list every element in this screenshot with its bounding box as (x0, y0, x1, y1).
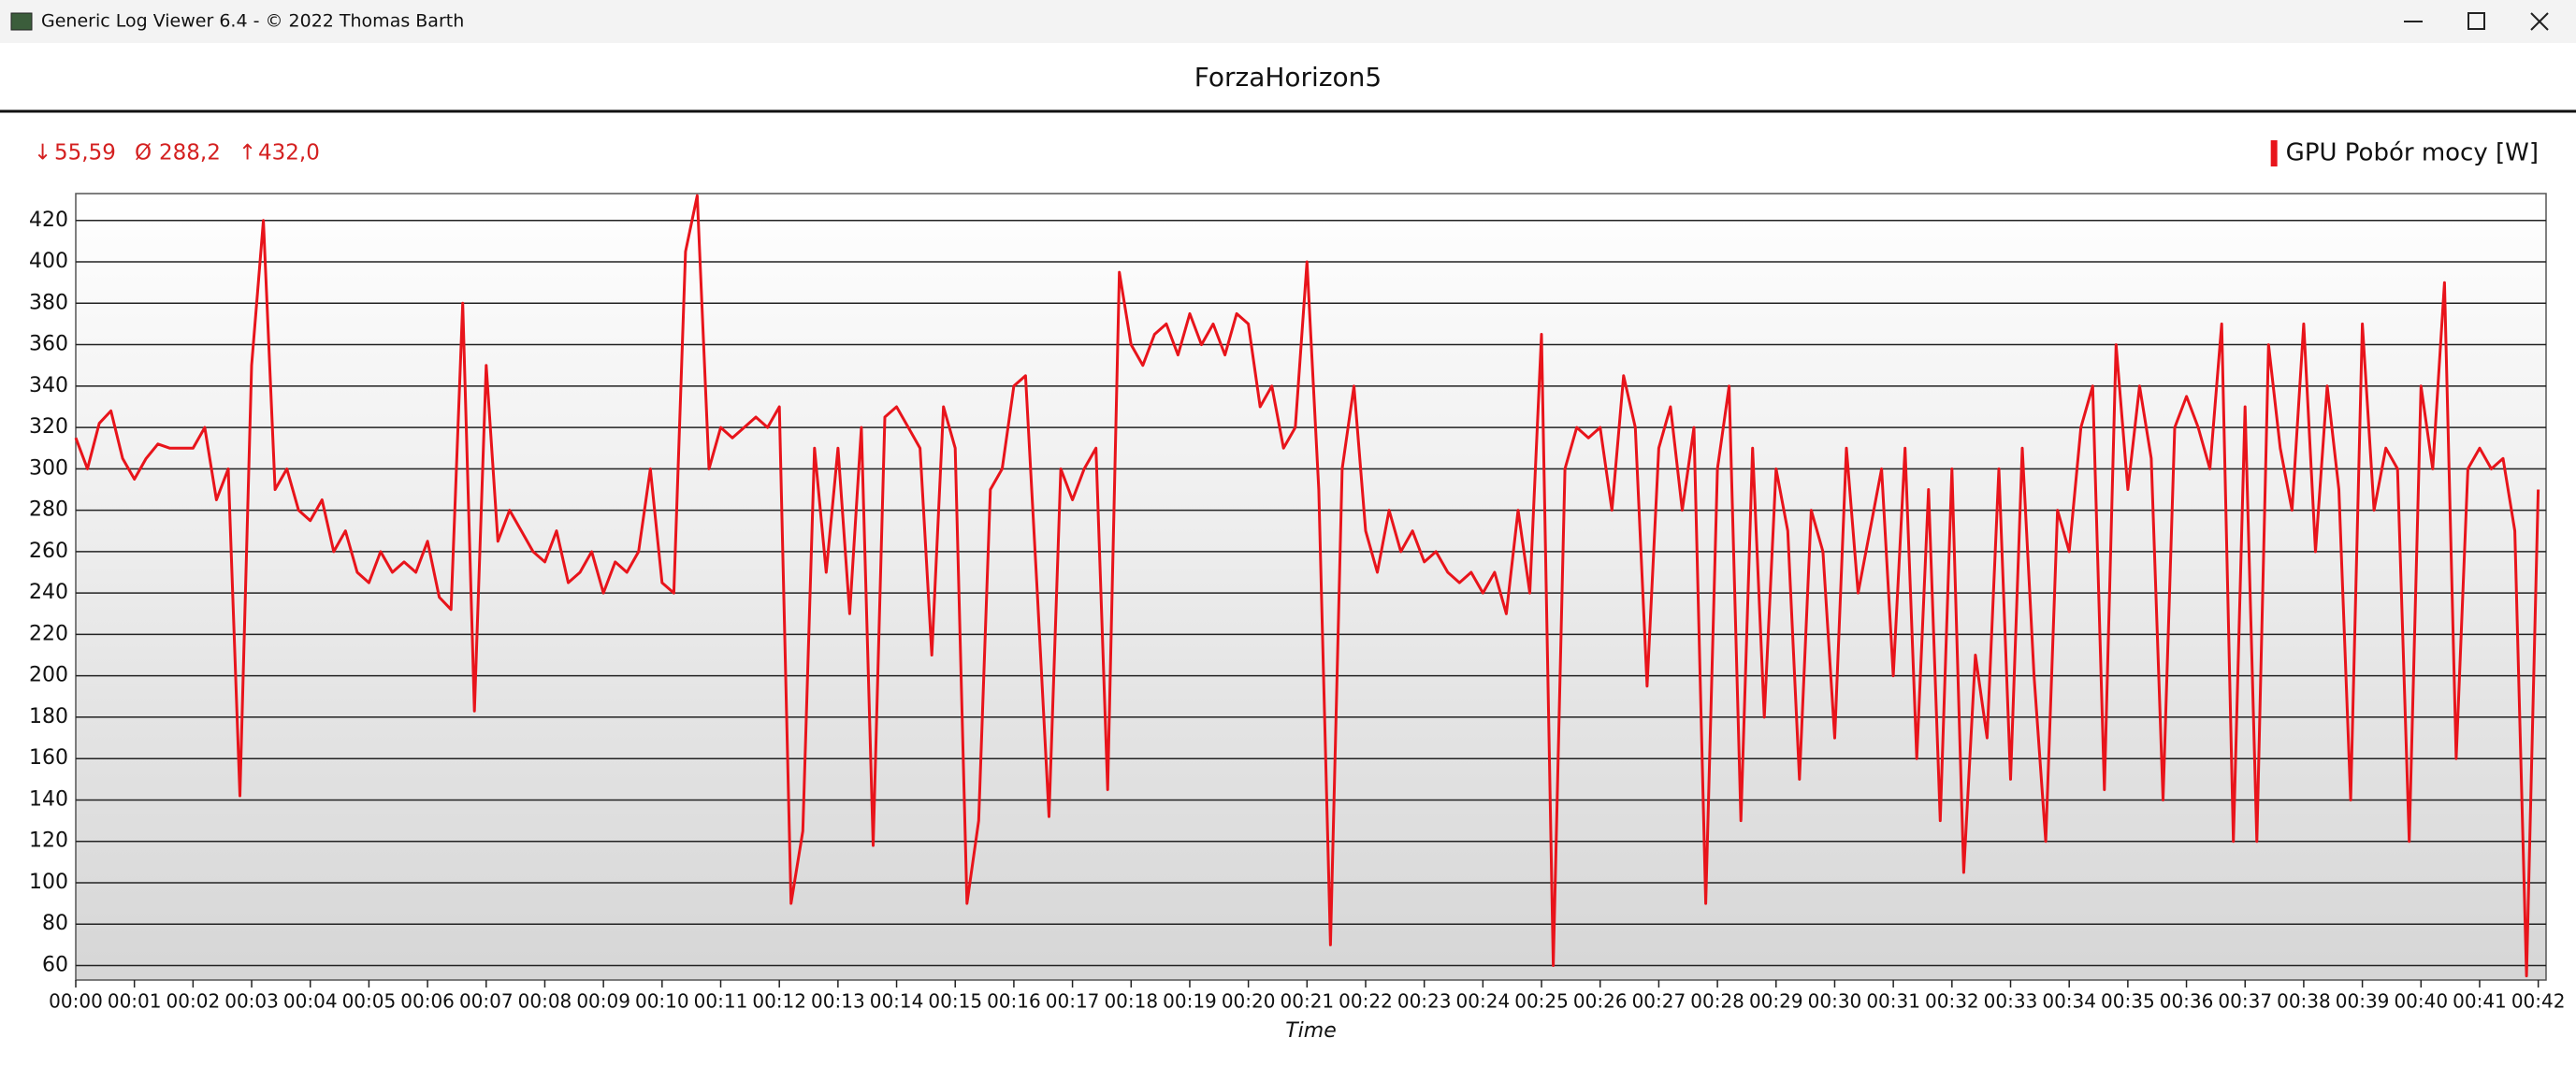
x-tick-label: 00:12 (752, 990, 806, 1013)
x-tick-label: 00:18 (1104, 990, 1158, 1013)
x-tick-label: 00:17 (1046, 990, 1100, 1013)
x-tick-label: 00:22 (1339, 990, 1393, 1013)
stat-symbol: ↑ (239, 141, 256, 166)
x-tick-label: 00:19 (1163, 990, 1217, 1013)
x-tick-label: 00:42 (2511, 990, 2566, 1013)
y-tick-label: 260 (29, 540, 68, 563)
x-tick-label: 00:38 (2277, 990, 2331, 1013)
title-bar (0, 0, 2576, 43)
y-tick-label: 80 (42, 912, 68, 935)
stat-value: 288,2 (159, 141, 221, 166)
y-tick-label: 320 (29, 415, 68, 439)
x-tick-label: 00:36 (2160, 990, 2214, 1013)
stat-value: 432,0 (258, 141, 320, 166)
x-tick-label: 00:31 (1866, 990, 1920, 1013)
x-tick-label: 00:14 (870, 990, 924, 1013)
x-tick-label: 00:29 (1749, 990, 1803, 1013)
y-tick-label: 120 (29, 829, 68, 853)
x-tick-label: 00:06 (400, 990, 455, 1013)
stat-symbol: Ø (135, 141, 152, 166)
x-tick-label: 00:08 (518, 990, 572, 1013)
close-button[interactable] (2530, 12, 2549, 31)
x-tick-label: 00:10 (635, 990, 689, 1013)
y-tick-label: 180 (29, 705, 68, 728)
x-tick-label: 00:24 (1456, 990, 1511, 1013)
x-tick-label: 00:23 (1397, 990, 1452, 1013)
x-tick-label: 00:21 (1281, 990, 1335, 1013)
y-tick-label: 220 (29, 622, 68, 645)
y-tick-label: 300 (29, 456, 68, 480)
x-tick-label: 00:35 (2101, 990, 2155, 1013)
y-tick-label: 340 (29, 374, 68, 397)
y-tick-label: 140 (29, 787, 68, 811)
x-tick-label: 00:26 (1573, 990, 1628, 1013)
x-tick-label: 00:05 (342, 990, 397, 1013)
x-tick-label: 00:27 (1632, 990, 1686, 1013)
y-tick-label: 160 (29, 746, 68, 770)
x-tick-label: 00:03 (224, 990, 279, 1013)
x-tick-label: 00:00 (49, 990, 103, 1013)
stat-value: 55,59 (54, 141, 116, 166)
x-tick-label: 00:41 (2453, 990, 2507, 1013)
x-tick-label: 00:34 (2042, 990, 2096, 1013)
y-tick-label: 240 (29, 581, 68, 604)
window-title: Generic Log Viewer 6.4 - © 2022 Thomas B… (41, 11, 464, 32)
stats: ↓ 55,59 Ø 288,2 ↑ 432,0 (34, 141, 320, 166)
x-tick-label: 00:28 (1690, 990, 1744, 1013)
x-tick-label: 00:04 (283, 990, 338, 1013)
y-tick-label: 380 (29, 291, 68, 314)
maximize-button[interactable] (2467, 12, 2485, 30)
y-tick-label: 200 (29, 664, 68, 687)
x-tick-label: 00:11 (694, 990, 748, 1013)
legend-swatch (2270, 140, 2278, 166)
x-axis-label: Time (1285, 1019, 1337, 1043)
x-tick-label: 00:40 (2394, 990, 2448, 1013)
x-tick-label: 00:25 (1514, 990, 1569, 1013)
y-tick-label: 280 (29, 498, 68, 522)
y-tick-label: 400 (29, 250, 68, 273)
x-tick-label: 00:32 (1925, 990, 1979, 1013)
data-line (74, 194, 2540, 978)
y-tick-label: 360 (29, 333, 68, 356)
x-tick-label: 00:16 (987, 990, 1041, 1013)
y-tick-label: 100 (29, 871, 68, 894)
x-tick-label: 00:33 (1984, 990, 2038, 1013)
chart-title: ForzaHorizon5 (1194, 62, 1382, 93)
x-tick-label: 00:02 (166, 990, 221, 1013)
legend-label: GPU Pobór mocy [W] (2286, 139, 2539, 167)
x-tick-label: 00:01 (108, 990, 162, 1013)
x-tick-label: 00:15 (928, 990, 982, 1013)
header (0, 43, 2576, 110)
app-icon (10, 12, 33, 31)
x-tick-label: 00:39 (2336, 990, 2390, 1013)
x-tick-label: 00:37 (2218, 990, 2272, 1013)
y-tick-label: 60 (42, 954, 68, 977)
x-tick-label: 00:09 (576, 990, 630, 1013)
y-tick-label: 420 (29, 209, 68, 232)
x-tick-label: 00:30 (1808, 990, 1862, 1013)
x-tick-label: 00:20 (1222, 990, 1276, 1013)
x-tick-label: 00:07 (459, 990, 514, 1013)
x-tick-label: 00:13 (811, 990, 865, 1013)
stat-symbol: ↓ (34, 141, 51, 166)
